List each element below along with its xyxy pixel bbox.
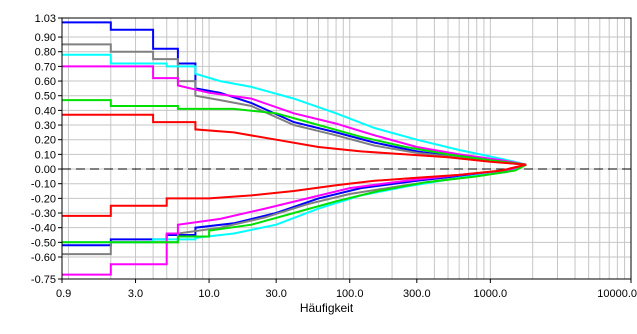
x-tick-label: 1000.0 [474, 288, 508, 300]
y-tick-label: -0.20 [31, 193, 56, 205]
x-tick-label: 100.0 [336, 288, 364, 300]
y-tick-label: 0.90 [35, 32, 56, 44]
series-line-12 [62, 163, 527, 217]
x-tick-label: 0.9 [56, 288, 71, 300]
y-tick-label: 0.10 [35, 149, 56, 161]
x-axis-ticks: 0.9 3.0 10.0 30.0 100.0 300.0 1000.0 10000.0 [56, 279, 637, 300]
y-tick-label: -0.60 [31, 252, 56, 264]
y-tick-label: 0.60 [35, 76, 56, 88]
series-line-11 [62, 163, 527, 244]
y-tick-label: 0.30 [35, 120, 56, 132]
y-tick-label: 0.50 [35, 91, 56, 103]
x-axis-label: Häufigkeit [300, 301, 354, 315]
series-line-4 [62, 65, 527, 166]
y-tick-label: 0.20 [35, 135, 56, 147]
series-line-6 [62, 113, 527, 166]
x-tick-label: 300.0 [403, 288, 431, 300]
series-line-1 [62, 21, 527, 166]
chart-series [62, 21, 527, 276]
y-axis-ticks: 1.03 0.90 0.80 0.70 0.60 0.50 0.40 0.30 0.20 0.10… [31, 13, 62, 286]
series-line-5 [62, 99, 527, 166]
plot-frame [61, 17, 632, 280]
y-tick-label: -0.75 [31, 274, 56, 286]
y-tick-label: 0.00 [35, 164, 56, 176]
series-line-2 [62, 43, 527, 166]
y-tick-label: 0.70 [35, 61, 56, 73]
x-tick-label: 3.0 [128, 288, 143, 300]
x-tick-label: 10000.0 [597, 288, 637, 300]
y-tick-label: 1.03 [35, 13, 56, 25]
x-tick-label: 30.0 [265, 288, 286, 300]
x-tick-label: 10.0 [198, 288, 219, 300]
series-line-7 [62, 163, 527, 247]
y-tick-label: -0.50 [31, 237, 56, 249]
series-line-3 [62, 53, 527, 166]
y-tick-label: 0.80 [35, 47, 56, 59]
y-tick-label: 0.40 [35, 105, 56, 117]
y-tick-label: -0.10 [31, 179, 56, 191]
y-tick-label: -0.40 [31, 223, 56, 235]
y-tick-label: -0.30 [31, 208, 56, 220]
